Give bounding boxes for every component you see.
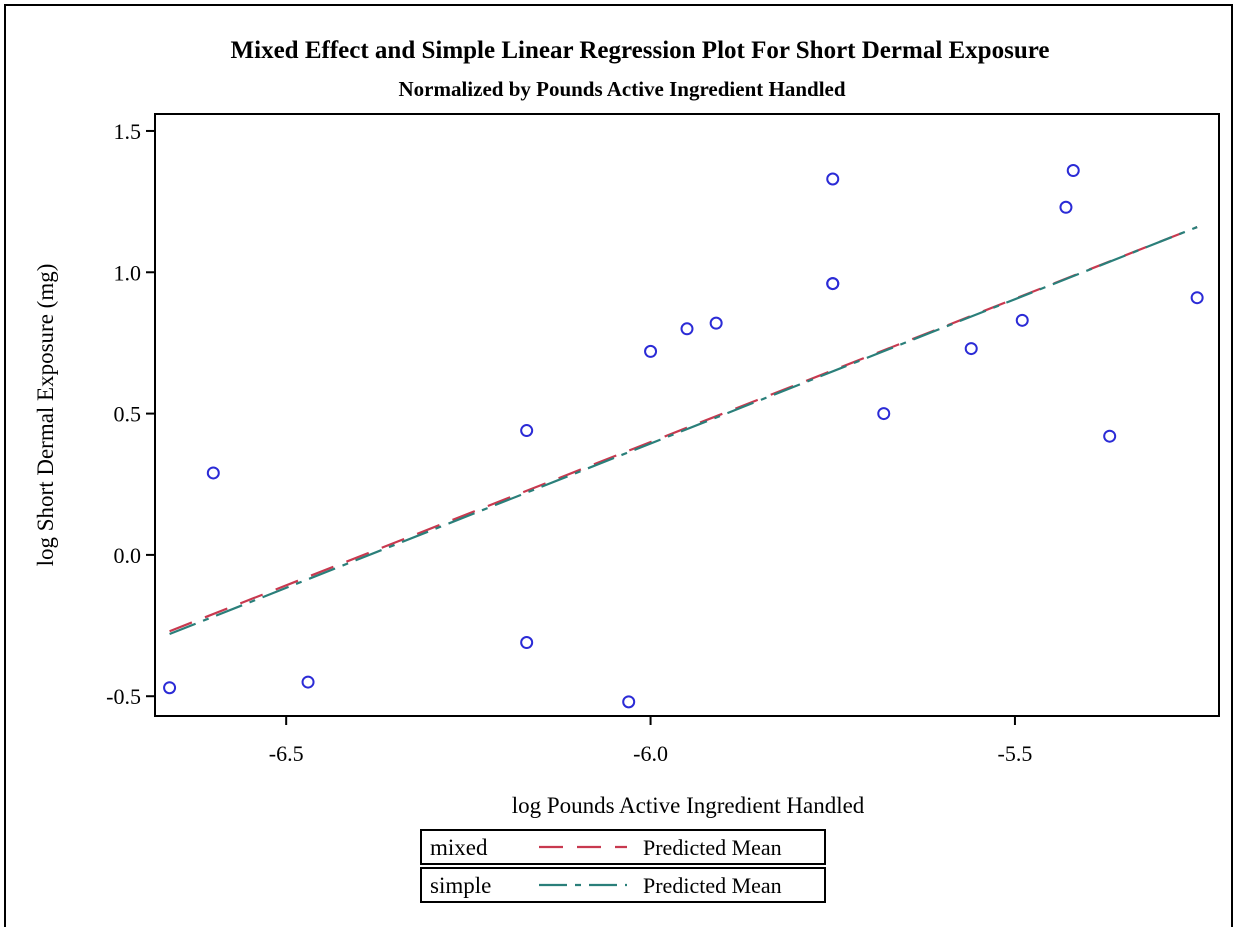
y-axis-label: log Short Dermal Exposure (mg)	[33, 264, 58, 567]
plot-area	[154, 113, 1220, 717]
x-tick-label: -5.5	[998, 741, 1033, 766]
y-tick-label: 1.0	[114, 260, 142, 285]
data-point	[1103, 429, 1117, 443]
legend-entry-label: Predicted Mean	[643, 835, 782, 860]
data-point	[826, 277, 840, 291]
data-point	[301, 675, 315, 689]
data-point	[964, 342, 978, 356]
data-point	[826, 172, 840, 186]
chart-title: Mixed Effect and Simple Linear Regressio…	[231, 37, 1050, 64]
y-tick-label: 0.0	[114, 543, 142, 568]
data-point	[622, 695, 636, 709]
legend-group-label: simple	[430, 873, 491, 898]
x-tick-label: -6.5	[269, 741, 304, 766]
data-point	[206, 466, 220, 480]
chart-subtitle: Normalized by Pounds Active Ingredient H…	[398, 77, 845, 101]
legend-group-label: mixed	[430, 835, 488, 860]
data-point	[644, 344, 658, 358]
x-tick-label: -6.0	[633, 741, 668, 766]
x-axis: -6.5 -6.0 -5.5	[269, 716, 1033, 766]
y-tick-label: -0.5	[106, 684, 141, 709]
legend-box-simple	[420, 867, 826, 903]
data-point	[1190, 291, 1204, 305]
data-point	[1066, 164, 1080, 178]
x-axis-label: log Pounds Active Ingredient Handled	[512, 793, 865, 818]
data-point	[680, 322, 694, 336]
y-tick-label: 0.5	[114, 402, 142, 427]
data-point	[709, 316, 723, 330]
data-point	[520, 424, 534, 438]
data-point	[1015, 313, 1029, 327]
data-point	[520, 636, 534, 650]
data-point	[877, 407, 891, 421]
data-point	[163, 681, 177, 695]
simple-regression-line	[169, 226, 1198, 636]
y-tick-label: 1.5	[114, 119, 142, 144]
regression-lines	[169, 226, 1198, 636]
legend: mixed Predicted Mean simple Predicted Mean	[420, 829, 826, 903]
data-points	[163, 164, 1204, 709]
figure-frame	[4, 4, 1233, 927]
y-axis: -0.5 0.0 0.5 1.0 1.5	[106, 119, 155, 709]
legend-entry-label: Predicted Mean	[643, 873, 782, 898]
data-point	[1059, 200, 1073, 214]
